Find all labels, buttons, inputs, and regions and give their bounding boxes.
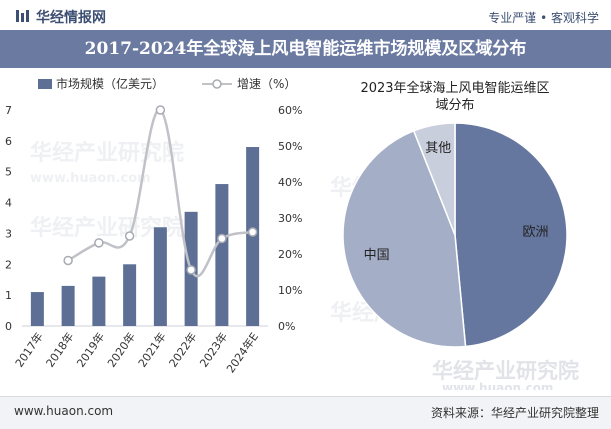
y-right-tick-label: 50% <box>278 140 302 153</box>
footer-url[interactable]: www.huaon.com <box>14 404 114 418</box>
watermark-url: www.huaon.com <box>442 381 553 390</box>
y-left-tick-label: 0 <box>5 320 12 333</box>
legend-bar-label: 市场规模（亿美元） <box>56 76 164 91</box>
y-right-tick-label: 10% <box>278 284 302 297</box>
slogan: 专业严谨 • 客观科学 <box>488 11 599 25</box>
y-left-tick-label: 5 <box>5 166 12 179</box>
bar <box>153 227 167 326</box>
y-right-tick-label: 60% <box>278 104 302 117</box>
pie-title-line2: 域分布 <box>435 98 474 113</box>
pie-slice <box>412 122 456 236</box>
pie-slice-label: 中国 <box>364 248 390 263</box>
y-left-tick-label: 6 <box>5 135 12 148</box>
top-bar: 华经情报网 专业严谨 • 客观科学 <box>0 0 611 30</box>
pie-slice-label: 其他 <box>425 141 451 156</box>
x-tick-label: 2017年 <box>12 330 46 370</box>
legend: 市场规模（亿美元） 增速（%） <box>38 76 296 91</box>
bar <box>215 184 229 326</box>
y-right-tick-label: 20% <box>278 248 302 261</box>
page-title: 2017-2024年全球海上风电智能运维市场规模及区域分布 <box>0 30 611 68</box>
y-left-tick-label: 2 <box>5 258 12 271</box>
watermark-text: 华经产业研究院 <box>432 359 579 383</box>
pie-slice <box>454 122 568 348</box>
x-tick-label: 2018年 <box>43 330 77 370</box>
footer: www.huaon.com 资料来源：华经产业研究院整理 <box>0 396 611 429</box>
x-tick-label: 2021年 <box>135 330 169 370</box>
y-left-tick-label: 1 <box>5 289 12 302</box>
bar <box>61 285 75 326</box>
growth-point <box>186 265 196 275</box>
charts-svg: 华经产业研究院 www.huaon.com 华经产业研究院 华经产业研究院 华经… <box>5 76 579 395</box>
x-tick-label: 2019年 <box>73 330 107 370</box>
x-tick-label: 2023年 <box>196 330 230 370</box>
logo-icon <box>16 10 29 22</box>
legend-line-label: 增速（%） <box>237 77 296 91</box>
x-tick-label: 2024年E <box>223 330 261 376</box>
bar <box>30 292 44 326</box>
growth-point <box>155 105 166 115</box>
y-left-tick-label: 7 <box>5 104 12 117</box>
bar <box>123 264 137 326</box>
growth-point <box>124 231 135 241</box>
watermark-bottom-right: 华经产业研究院 www.huaon.com <box>432 359 579 395</box>
legend-bar-swatch <box>38 79 52 89</box>
growth-point <box>247 227 258 237</box>
growth-point <box>217 233 227 244</box>
y-right-tick-label: 30% <box>278 212 302 225</box>
footer-source: 资料来源：华经产业研究院整理 <box>430 406 599 420</box>
y-right-tick-label: 0% <box>278 320 295 333</box>
chart-area: 华经产业研究院 www.huaon.com 华经产业研究院 华经产业研究院 华经… <box>0 68 611 395</box>
growth-point <box>63 255 73 266</box>
pie-title-line1: 2023年全球海上风电智能运维区 <box>360 80 549 96</box>
x-tick-label: 2020年 <box>104 330 138 370</box>
pie-slice-label: 欧洲 <box>523 225 549 240</box>
y-left-tick-label: 3 <box>5 227 12 240</box>
y-left-tick-label: 4 <box>5 197 12 210</box>
watermark-url: www.huaon.com <box>30 171 151 186</box>
growth-point <box>94 238 104 248</box>
watermark-text: 华经产业研究院 <box>30 140 184 166</box>
bar <box>92 276 106 326</box>
logo-text: 华经情报网 <box>36 10 106 26</box>
x-tick-label: 2022年 <box>166 330 200 370</box>
legend-line-marker <box>212 79 222 89</box>
y-right-tick-label: 40% <box>278 176 302 189</box>
